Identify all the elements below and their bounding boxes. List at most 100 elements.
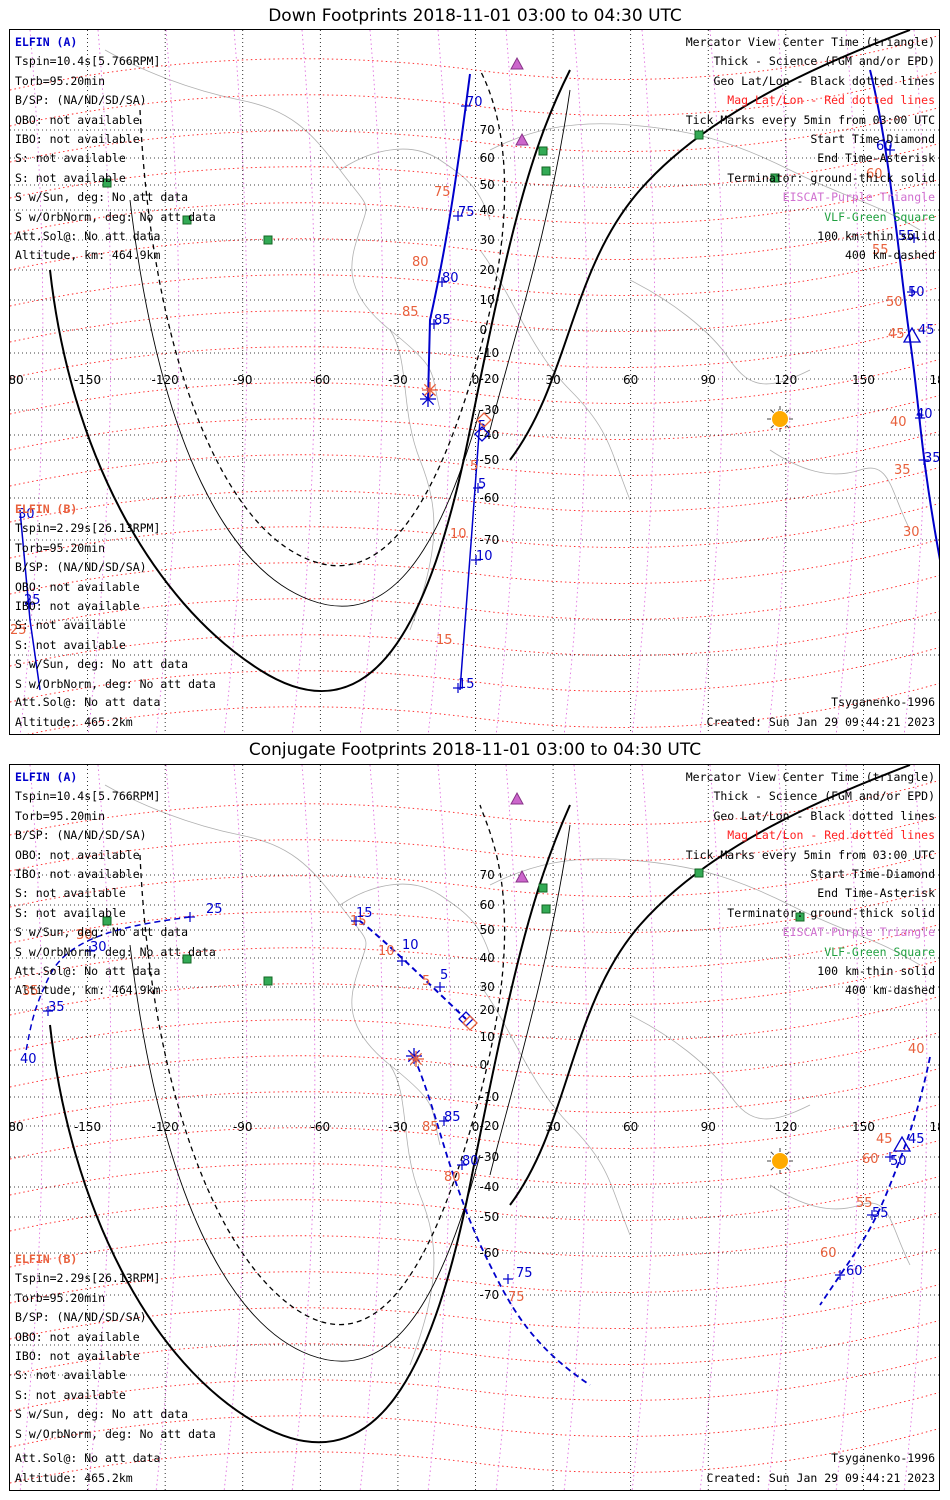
lat-label: 20 bbox=[480, 1003, 495, 1017]
vlf-square-icon bbox=[263, 235, 273, 245]
vlf-square-icon bbox=[102, 916, 112, 926]
track-time-label: 60 bbox=[862, 1152, 879, 1167]
lon-label: 90 bbox=[701, 1120, 716, 1134]
lon-label: -90 bbox=[233, 1120, 253, 1134]
vlf-square-icon bbox=[795, 912, 805, 922]
track-time-label: 70 bbox=[466, 95, 483, 110]
lat-label: -60 bbox=[480, 491, 500, 505]
track-time-label: 35 bbox=[22, 984, 39, 999]
terminator bbox=[49, 765, 911, 1444]
elfin-a-line: B/SP: (NA/ND/SD/SA) bbox=[15, 828, 147, 843]
lat-label: 60 bbox=[480, 151, 495, 165]
legend-item: Tick Marks every 5min from 03:00 UTC bbox=[685, 847, 935, 862]
track-time-label: 30 bbox=[903, 525, 920, 540]
lat-label: 70 bbox=[480, 868, 495, 882]
elfin-b-line: S w/OrbNorm, deg: No att data bbox=[15, 1426, 216, 1441]
lon-label: 180 bbox=[930, 373, 940, 387]
elfin-b-line: Altitude: 465.2km bbox=[15, 714, 133, 729]
legend-item: 100 km-thin solid bbox=[817, 229, 935, 244]
track-time-label: 85 bbox=[434, 313, 451, 328]
lon-label: -30 bbox=[388, 1120, 408, 1134]
track-time-label: 40 bbox=[890, 415, 907, 430]
elfin-b-track-west bbox=[19, 509, 41, 691]
map-canvas: -180-150-120-90-60-300306090120150180706… bbox=[10, 765, 940, 1490]
elfin-a-line: OBO: not available bbox=[15, 847, 140, 862]
elfin-a-line: IBO: not available bbox=[15, 867, 140, 882]
elfin-a-track-south bbox=[459, 419, 481, 691]
elfin-b-line: B/SP: (NA/ND/SD/SA) bbox=[15, 1310, 147, 1325]
eiscat-triangle-icon bbox=[510, 791, 524, 805]
elfin-a-line: Altitude, km: 464.9km bbox=[15, 983, 161, 998]
start-diamond-icon bbox=[462, 1015, 478, 1031]
lat-label: -10 bbox=[480, 346, 500, 360]
track-time-label: 5 bbox=[478, 477, 486, 492]
credits: Tsyganenko-1996 Created: Sun Jan 29 09:44… bbox=[707, 1449, 935, 1488]
lat-label: 40 bbox=[480, 951, 495, 965]
elfin-b-footer: Att.Sol@: No att data Altitude: 465.2km bbox=[15, 693, 160, 732]
elfin-b-line: S: not available bbox=[15, 1387, 126, 1402]
elfin-b-line: Att.Sol@: No att data bbox=[15, 695, 161, 710]
coastlines bbox=[104, 784, 921, 1366]
lon-label: 90 bbox=[701, 373, 716, 387]
track-time-label: 30 bbox=[76, 928, 93, 943]
track-time-label: 55 bbox=[856, 1196, 873, 1211]
vlf-square-icon bbox=[538, 883, 548, 893]
lon-label: 180 bbox=[930, 1120, 940, 1134]
track-time-label: 55 bbox=[898, 229, 915, 244]
eiscat-triangle-icon bbox=[515, 132, 529, 146]
elfin-a-line: IBO: not available bbox=[15, 132, 140, 147]
lon-label: -120 bbox=[152, 373, 179, 387]
lat-label: -20 bbox=[480, 1119, 500, 1133]
track-time-label: 45 bbox=[888, 327, 905, 342]
mag-meridians bbox=[19, 30, 928, 734]
elfin-a-line: Tspin=10.4s[5.766RPM] bbox=[15, 54, 161, 69]
elfin-b-line: S w/OrbNorm, deg: No att data bbox=[15, 676, 216, 691]
lat-label: -30 bbox=[480, 1150, 500, 1164]
elfin-b-line: S w/Sun, deg: No att data bbox=[15, 1407, 189, 1422]
lat-label: 0 bbox=[480, 1058, 488, 1072]
lat-label: 50 bbox=[480, 923, 495, 937]
track-time-label: 40 bbox=[908, 1042, 925, 1057]
map-legend: Mercator View Center Time (triangle) Thic… bbox=[686, 768, 935, 1001]
lat-label: 30 bbox=[480, 233, 495, 247]
elfin-a-info: ELFIN (A) Tspin=10.4s[5.766RPM] Torb=95.20… bbox=[15, 768, 216, 1001]
legend-item: VLF-Green Square bbox=[824, 944, 935, 959]
legend-item: End Time-Asterisk bbox=[817, 886, 935, 901]
lat-label: 10 bbox=[480, 1030, 495, 1044]
lon-label: -120 bbox=[152, 1120, 179, 1134]
track-time-label: 35 bbox=[48, 1000, 65, 1015]
tick-marks bbox=[43, 912, 895, 1284]
elfin-b-line: OBO: not available bbox=[15, 1329, 140, 1344]
legend-item: EISCAT-Purple Triangle bbox=[782, 190, 935, 205]
track-time-label: 30 bbox=[18, 507, 35, 522]
lon-label: -180 bbox=[10, 373, 24, 387]
lat-label: 60 bbox=[480, 898, 495, 912]
eiscat-triangle-icon bbox=[510, 56, 524, 70]
start-diamond-icon bbox=[474, 426, 490, 442]
conjugate-footprints-panel: -180-150-120-90-60-300306090120150180706… bbox=[9, 764, 940, 1491]
track-time-label: 80 bbox=[412, 255, 429, 270]
legend-item: Geo Lat/Lon - Black dotted lines bbox=[713, 808, 935, 823]
elfin-a-name: ELFIN (A) bbox=[15, 770, 78, 784]
elfin-b-info: ELFIN (B) Tspin=2.29s[26.13RPM] Torb=95.20… bbox=[15, 1250, 216, 1444]
terminator bbox=[49, 30, 911, 692]
center-triangle-icon bbox=[902, 326, 922, 343]
track-time-label: 55 bbox=[872, 1206, 889, 1221]
elfin-a-track-north bbox=[359, 920, 467, 1020]
elfin-a-line: B/SP: (NA/ND/SD/SA) bbox=[15, 93, 147, 108]
end-asterisk-icon bbox=[422, 382, 438, 398]
vlf-markers bbox=[102, 130, 780, 245]
legend-item: Mag Lat/Lon - Red dotted lines bbox=[727, 93, 935, 108]
track-time-label: 25 bbox=[10, 623, 27, 638]
vlf-square-icon bbox=[694, 130, 704, 140]
lat-label: 30 bbox=[480, 980, 495, 994]
track-time-label: 75 bbox=[516, 1266, 533, 1281]
elfin-a-track-west bbox=[24, 916, 191, 1056]
elfin-b-line: Torb=95.20min bbox=[15, 540, 106, 555]
track-time-label: 75 bbox=[508, 1290, 525, 1305]
track-time-label: 10 bbox=[402, 938, 419, 953]
track-time-label: 40 bbox=[916, 407, 933, 422]
track-time-label: 10 bbox=[378, 944, 395, 959]
lat-label: 0 bbox=[480, 323, 488, 337]
track-markers bbox=[406, 1011, 912, 1152]
